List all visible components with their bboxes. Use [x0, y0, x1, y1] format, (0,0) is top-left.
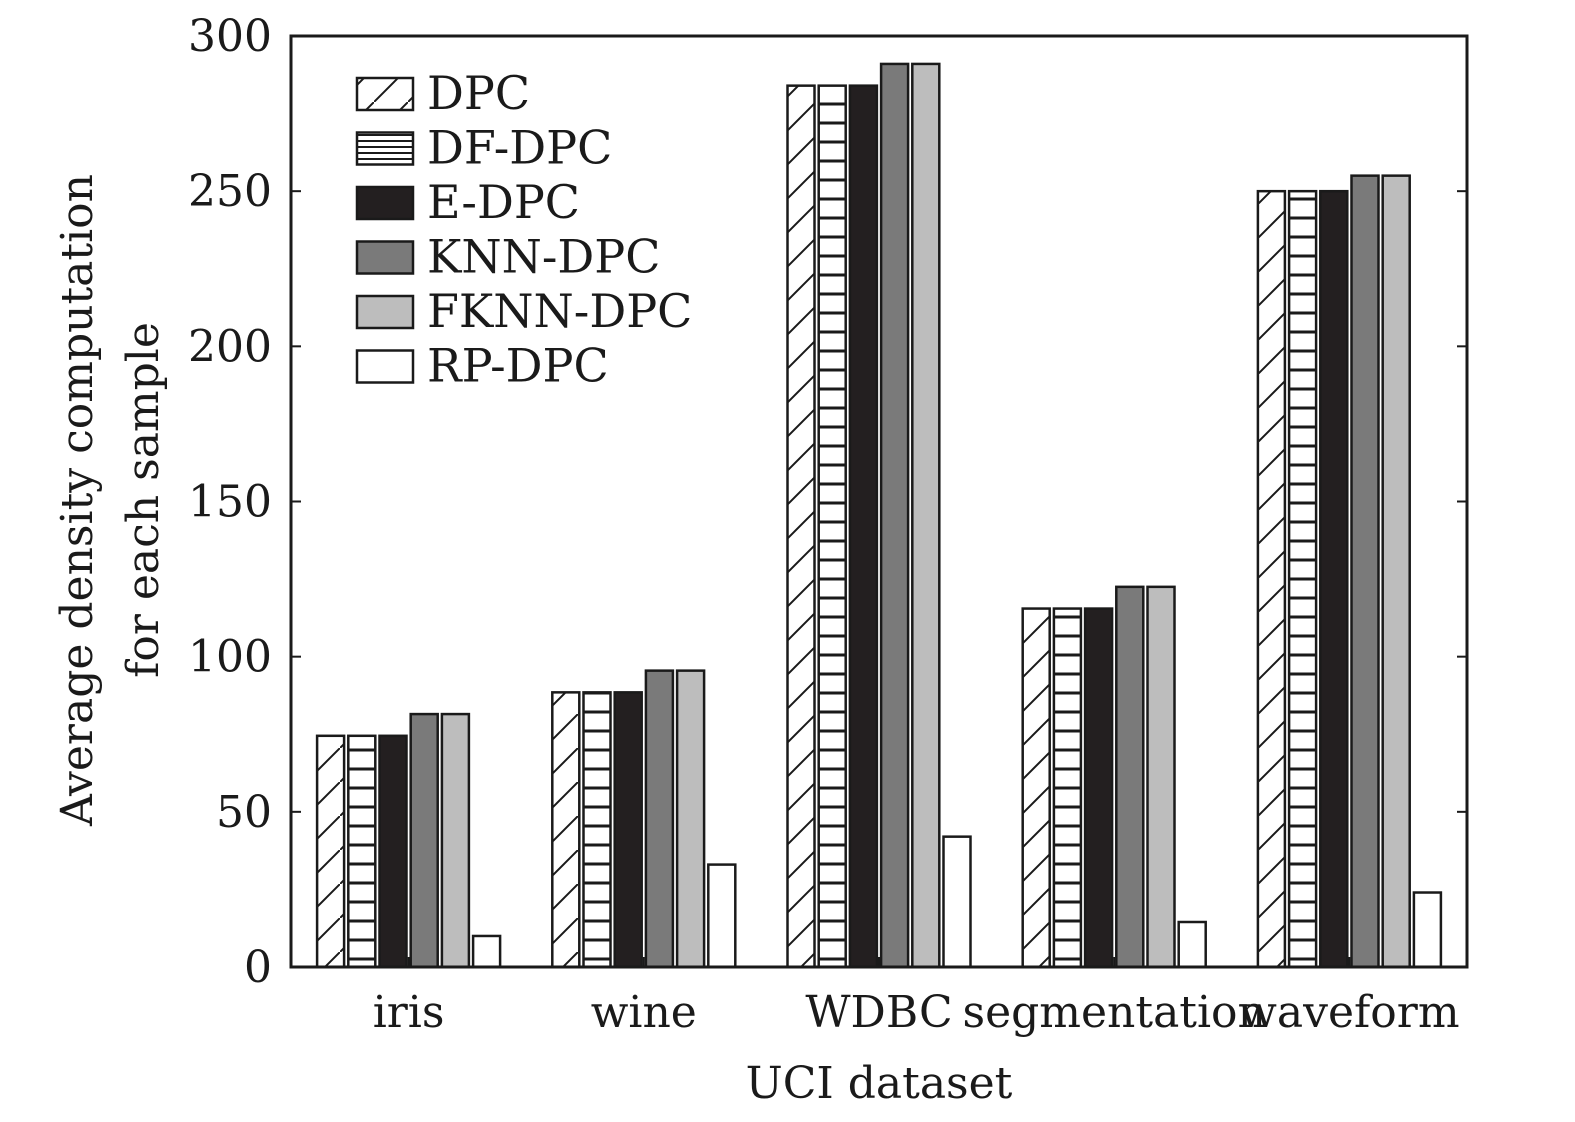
bar-dpc-segmentation	[1021, 607, 1051, 969]
y-tick-label: 0	[244, 942, 272, 993]
bar-knn-dpc-waveform	[1350, 174, 1380, 969]
plot-frame	[289, 34, 1469, 969]
bar-e-dpc-wine	[613, 691, 643, 969]
legend-label-rp-dpc: RP-DPC	[427, 339, 609, 393]
legend-label-fknn-dpc: FKNN-DPC	[427, 284, 692, 338]
bar-e-dpc-waveform	[1319, 189, 1349, 969]
bars-group	[315, 62, 1443, 969]
bar-e-dpc-wdbc	[848, 84, 879, 969]
bar-dpc-wine	[551, 691, 581, 969]
y-tick-label: 150	[188, 477, 272, 528]
y-axis-title-line-1: Average density computation	[52, 174, 103, 827]
y-tick-label: 300	[188, 11, 272, 62]
x-tick-label-segmentation: segmentation	[963, 987, 1266, 1038]
bar-knn-dpc-wine	[644, 669, 675, 969]
bar-rp-dpc-segmentation	[1177, 920, 1207, 969]
legend-label-knn-dpc: KNN-DPC	[427, 230, 660, 284]
bar-df-dpc-wdbc	[817, 84, 847, 969]
bar-rp-dpc-waveform	[1412, 891, 1443, 969]
y-tick-label: 250	[188, 166, 272, 217]
x-axis-title: UCI dataset	[746, 1058, 1013, 1109]
bar-fknn-dpc-waveform	[1381, 174, 1411, 969]
x-tick-label-wdbc: WDBC	[805, 987, 952, 1038]
legend-swatch-e-dpc	[355, 185, 415, 221]
legend-swatch-df-dpc	[355, 131, 415, 166]
bar-df-dpc-segmentation	[1052, 607, 1083, 969]
legend-label-dpc: DPC	[427, 66, 530, 120]
legend-swatch-rp-dpc	[355, 349, 415, 384]
bar-knn-dpc-segmentation	[1115, 585, 1145, 969]
y-tick-label: 50	[216, 787, 272, 838]
legend-swatch-fknn-dpc	[355, 294, 415, 330]
y-tick-label: 100	[188, 632, 272, 683]
bar-knn-dpc-wdbc	[879, 62, 910, 969]
y-axis: 0 50 100 150 200 250 300	[188, 11, 1467, 993]
legend-swatch-knn-dpc	[355, 240, 415, 275]
bar-e-dpc-iris	[378, 734, 408, 969]
bar-dpc-wdbc	[786, 84, 816, 969]
bar-dpc-waveform	[1256, 189, 1287, 969]
bar-fknn-dpc-wdbc	[911, 62, 941, 969]
bar-knn-dpc-iris	[409, 712, 439, 969]
y-tick-label: 200	[188, 321, 272, 372]
bar-fknn-dpc-segmentation	[1146, 585, 1176, 969]
bar-df-dpc-wine	[582, 691, 612, 969]
bar-e-dpc-segmentation	[1083, 607, 1114, 969]
x-tick-label-waveform: waveform	[1239, 987, 1459, 1038]
bar-fknn-dpc-iris	[440, 712, 471, 969]
legend-label-e-dpc: E-DPC	[427, 175, 580, 229]
bar-rp-dpc-wdbc	[942, 835, 972, 969]
bar-rp-dpc-iris	[471, 934, 502, 969]
y-axis-title-line-2: for each sample	[118, 322, 169, 678]
bar-rp-dpc-wine	[707, 863, 737, 969]
y-axis-title: Average density computation for each sam…	[52, 174, 169, 827]
bar-df-dpc-iris	[347, 734, 377, 969]
bar-df-dpc-waveform	[1287, 189, 1318, 969]
x-tick-label-wine: wine	[591, 987, 697, 1038]
bar-dpc-iris	[315, 734, 346, 969]
x-tick-label-iris: iris	[373, 987, 445, 1038]
bar-fknn-dpc-wine	[675, 669, 706, 969]
legend-label-df-dpc: DF-DPC	[427, 121, 612, 175]
legend-swatch-dpc	[355, 76, 415, 112]
